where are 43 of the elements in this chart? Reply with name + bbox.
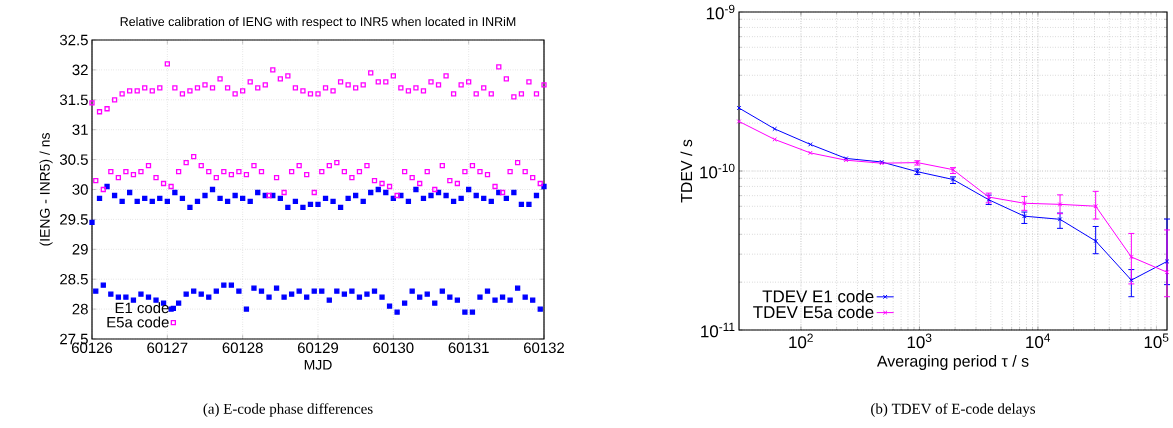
y-axis-title: (IENG - INR5) / ns — [39, 133, 53, 246]
y-tick-label: 31.5 — [59, 94, 88, 106]
y-tick-label: 10$^{-11}$ — [701, 322, 735, 338]
x-axis-title: Averaging period τ / s — [876, 355, 1029, 370]
y-tick-label: 32 — [72, 64, 88, 76]
x-tick-label: 10$^{2}$ — [789, 333, 813, 349]
x-tick-label: 10$^{3}$ — [907, 333, 932, 349]
y-tick-label: 28.5 — [60, 273, 88, 285]
x-tick-label: 60129 — [297, 342, 339, 354]
point — [772, 126, 778, 132]
x-tick-label: 60131 — [448, 342, 489, 354]
legend-label: TDEV E1 code — [762, 289, 874, 303]
y-tick-label: 32.5 — [59, 34, 88, 46]
point — [1093, 238, 1099, 244]
chart-title: Relative calibration of IENG with respect to INR5 when located in INRiM — [120, 16, 516, 29]
y-tick-label: 29.5 — [60, 214, 88, 225]
point — [1129, 254, 1134, 260]
x-tick-label: 10$^{5}$ — [1144, 333, 1169, 349]
x-axis-title: MJD — [304, 359, 332, 370]
x-tick-label: 60127 — [147, 342, 188, 354]
x-tick-label: 60132 — [523, 342, 565, 354]
point — [772, 137, 778, 142]
text: (a) E-code phase differences — [203, 403, 373, 417]
y-tick-label: 28 — [72, 303, 88, 315]
y-tick-label: 31 — [72, 124, 88, 135]
point — [1093, 203, 1099, 209]
text: (b) TDEV of E-code delays — [871, 403, 1036, 417]
point — [1057, 202, 1063, 207]
y-tick-label: 29 — [72, 244, 88, 255]
point — [1022, 200, 1027, 206]
legend-label: TDEV E5a code — [753, 305, 874, 319]
x-tick-label: 10$^{4}$ — [1026, 333, 1051, 349]
y-tick-label: 10$^{-10}$ — [700, 163, 735, 179]
legend-label: E1 code — [115, 302, 169, 314]
point — [808, 142, 813, 147]
legend-label: E5a code — [107, 316, 169, 328]
y-tick-label: 30.5 — [59, 154, 88, 165]
y-axis-title: TDEV / s — [680, 139, 693, 203]
y-tick-label: 10$^{-9}$ — [706, 4, 735, 20]
x-tick-label: 60128 — [222, 342, 263, 354]
x-tick-label: 60130 — [373, 342, 414, 354]
y-tick-label: 30 — [72, 184, 88, 195]
point — [808, 150, 813, 156]
